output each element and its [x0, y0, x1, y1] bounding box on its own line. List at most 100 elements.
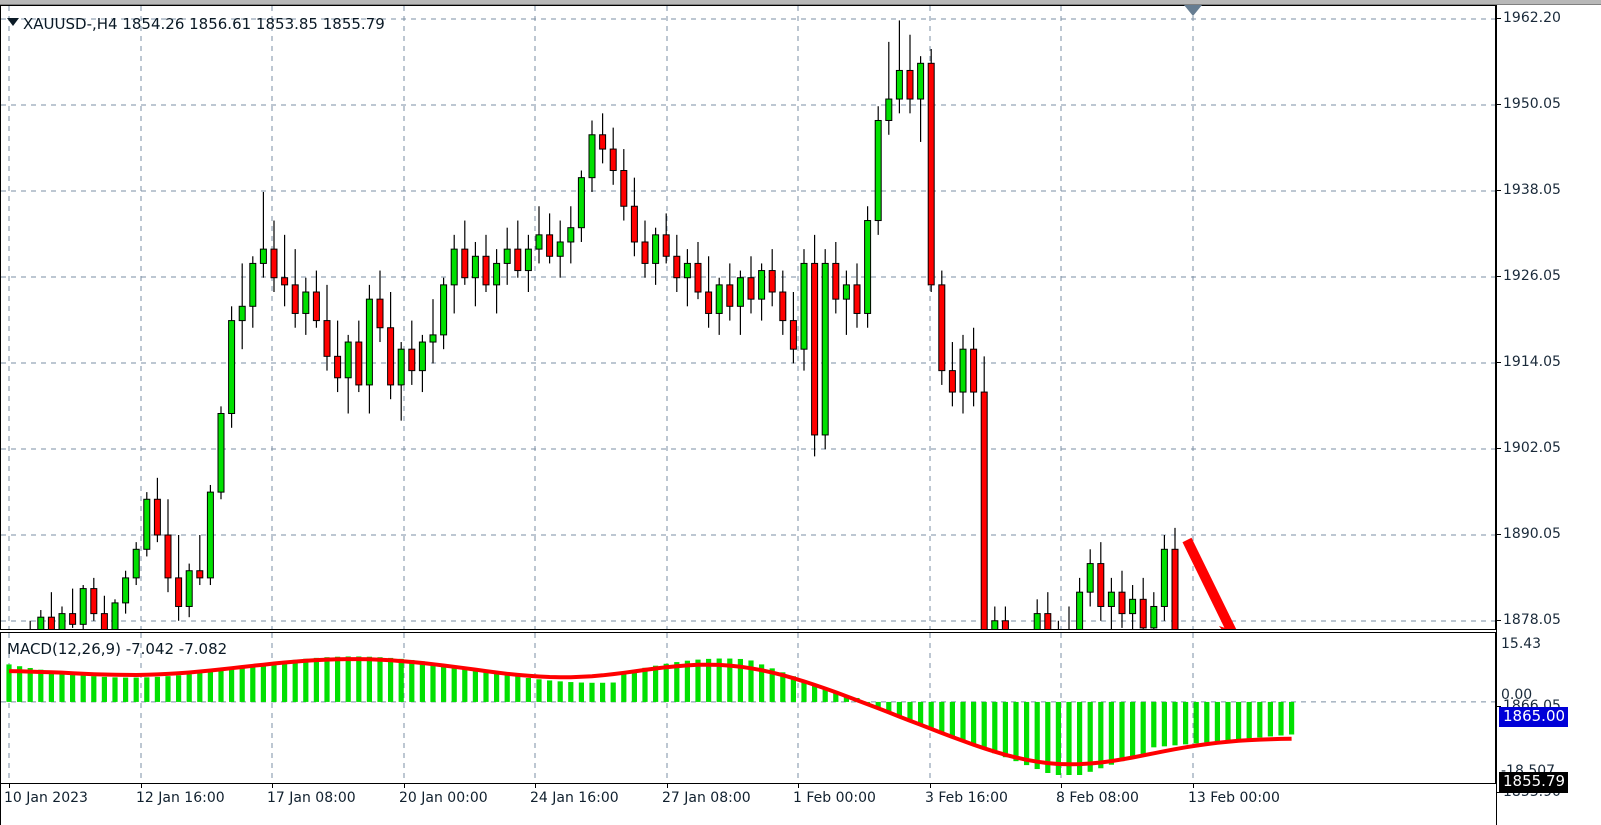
candle-body: [662, 234, 670, 257]
macd-histogram-bar: [292, 659, 298, 702]
candle-body: [164, 534, 172, 579]
macd-histogram-bar: [271, 662, 277, 702]
candle-body: [948, 370, 956, 393]
macd-histogram-bar: [239, 667, 245, 702]
candle-body: [100, 613, 108, 629]
candle-body: [482, 255, 490, 286]
macd-histogram-bar: [1214, 701, 1220, 742]
candlestick: [79, 585, 87, 629]
time-axis-tick-label: 12 Jan 16:00: [136, 790, 225, 806]
time-axis-tick: [404, 784, 405, 788]
time-axis-tick-label: 3 Feb 16:00: [925, 790, 1008, 806]
macd-histogram-bar: [1066, 701, 1072, 775]
macd-histogram-bar: [600, 682, 606, 702]
candlestick: [1068, 606, 1070, 629]
candlestick: [524, 234, 532, 293]
candlestick: [938, 270, 946, 385]
candle-body: [694, 262, 702, 293]
macd-histogram-bar: [1151, 701, 1157, 748]
macd-histogram-bar: [780, 672, 786, 702]
price-chart-pane[interactable]: XAUUSD-,H4 1854.26 1856.61 1853.85 1855.…: [0, 5, 1496, 630]
macd-histogram-bar: [176, 675, 182, 702]
macd-histogram-bar: [462, 667, 468, 702]
time-axis-tick-label: 24 Jan 16:00: [530, 790, 619, 806]
arrow-head: [1219, 626, 1229, 629]
macd-indicator-pane[interactable]: MACD(12,26,9) -7.042 -7.082: [0, 632, 1496, 784]
macd-histogram-bar: [1204, 701, 1210, 743]
candle-body: [365, 298, 373, 386]
macd-histogram-bar: [822, 688, 828, 702]
macd-histogram-bar: [27, 667, 33, 702]
candlestick: [376, 270, 384, 343]
time-axis: 10 Jan 2023 12 Jan 16:00 17 Jan 08:00 20 Ja…: [0, 784, 1496, 825]
price-axis[interactable]: 1962.20 1950.05 1938.05 1926.05 1914.05 1902.…: [1496, 5, 1601, 825]
macd-histogram-bar: [706, 658, 712, 702]
macd-histogram-bar: [91, 676, 97, 702]
price-chart-canvas[interactable]: [1, 6, 1495, 629]
candle-body: [1033, 613, 1041, 629]
candlestick: [895, 20, 903, 114]
candle-body: [111, 602, 119, 629]
macd-histogram-bar: [313, 657, 319, 702]
candle-body: [450, 248, 458, 286]
bid-price-tag[interactable]: 1855.79: [1499, 772, 1569, 793]
candlestick: [365, 284, 373, 414]
price-axis-tick: [1497, 276, 1501, 277]
candle-body: [715, 284, 723, 314]
macd-histogram-bar: [547, 680, 553, 702]
candlestick: [461, 220, 469, 285]
candle-body: [821, 262, 829, 436]
candle-body: [122, 577, 130, 604]
time-axis-tick-label: 10 Jan 2023: [4, 790, 88, 806]
time-axis-tick: [930, 784, 931, 788]
down-trend-arrow[interactable]: [1182, 537, 1253, 629]
candle-body: [185, 570, 193, 607]
price-axis-tick-label: 1890.05: [1503, 526, 1561, 542]
candle-body: [1086, 563, 1094, 593]
candle-body: [1150, 605, 1158, 629]
candle-body: [853, 284, 861, 314]
time-axis-tick: [1061, 784, 1062, 788]
candle-body: [641, 241, 649, 264]
candlestick: [291, 249, 299, 328]
triangle-down-icon[interactable]: [7, 18, 19, 26]
macd-histogram-bar: [197, 672, 203, 702]
macd-chart-canvas[interactable]: [1, 633, 1495, 783]
candlestick: [344, 334, 352, 414]
candlestick: [1150, 592, 1158, 629]
macd-histogram-bar: [1289, 701, 1295, 735]
candle-body: [143, 498, 151, 550]
candle-body: [514, 248, 522, 272]
arrow-shaft: [1182, 537, 1237, 629]
macd-histogram-bar: [1055, 701, 1061, 775]
macd-histogram-bar: [282, 661, 288, 702]
macd-histogram-bar: [133, 677, 139, 702]
candle-body: [37, 616, 45, 629]
candlestick: [397, 342, 405, 421]
macd-histogram-bar: [123, 677, 129, 702]
candlestick: [1171, 527, 1179, 629]
candlestick: [1033, 599, 1041, 629]
candle-body: [1139, 598, 1147, 629]
chart-top-marker-icon[interactable]: [1184, 5, 1202, 16]
macd-histogram-bar: [112, 677, 118, 702]
horizontal-line-price-tag[interactable]: 1865.00: [1499, 706, 1569, 727]
candlestick: [58, 606, 66, 629]
price-axis-tick: [1497, 620, 1501, 621]
macd-histogram-bar: [48, 671, 54, 702]
candlestick: [450, 234, 458, 314]
candlestick: [185, 563, 193, 618]
candle-body: [556, 241, 564, 257]
candlestick: [334, 320, 342, 393]
macd-histogram-bar: [218, 670, 224, 702]
macd-histogram-bar: [674, 662, 680, 702]
candlestick: [1139, 577, 1147, 629]
price-axis-tick: [1497, 190, 1501, 191]
macd-histogram-bar: [748, 660, 754, 702]
candlestick: [482, 234, 490, 293]
macd-histogram-bar: [472, 669, 478, 702]
candlestick: [641, 220, 649, 278]
macd-histogram-bar: [6, 664, 12, 702]
candlestick: [652, 227, 660, 285]
macd-histogram-bar: [727, 658, 733, 702]
